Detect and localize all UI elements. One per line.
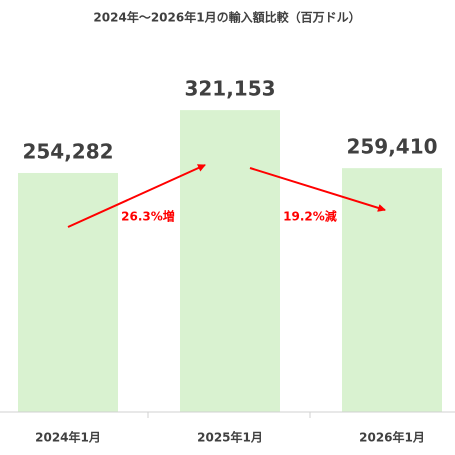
annotation: 19.2%減 xyxy=(283,209,337,224)
data-label: 254,282 xyxy=(22,139,113,163)
chart-title: 2024年～2026年1月の輸入額比較（百万ドル） xyxy=(93,10,360,25)
annotation: 26.3%増 xyxy=(121,209,175,224)
bar xyxy=(180,110,280,412)
arrow xyxy=(249,167,386,212)
x-tick-label: 2024年1月 xyxy=(35,430,101,445)
bar xyxy=(18,172,118,412)
x-tick-label: 2025年1月 xyxy=(197,430,263,445)
data-label: 321,153 xyxy=(184,77,275,101)
bar xyxy=(342,168,442,412)
arrow xyxy=(67,164,206,228)
plot: 254,282 2024年1月 321,153 2025年1月 259,410 2026年… xyxy=(18,77,442,445)
x-tick-label: 2026年1月 xyxy=(359,430,425,445)
data-label: 259,410 xyxy=(346,135,437,159)
